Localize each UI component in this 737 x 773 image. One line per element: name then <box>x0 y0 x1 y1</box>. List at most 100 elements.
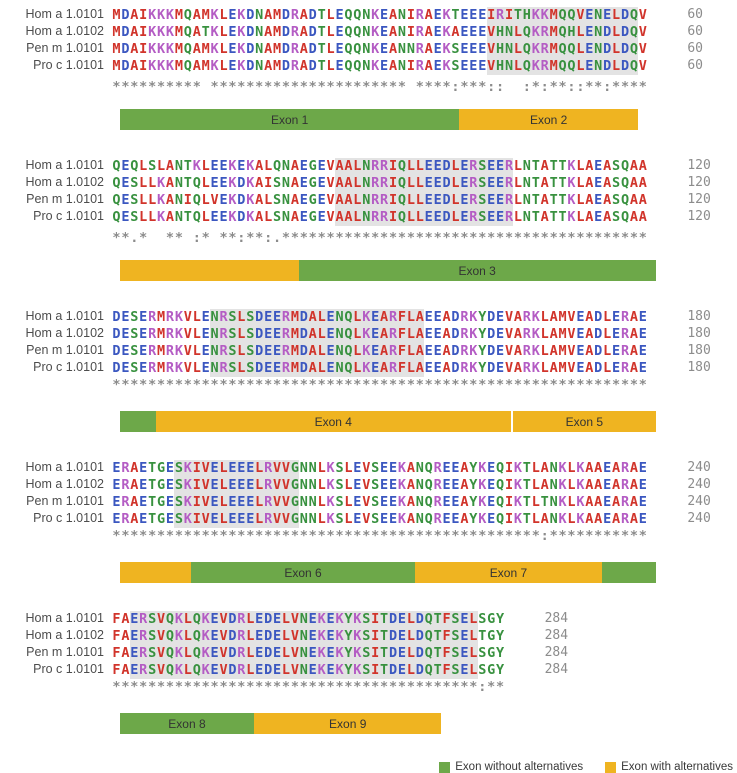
residue: A <box>612 511 621 527</box>
residue: E <box>638 343 647 359</box>
residue: E <box>433 309 442 325</box>
residue: E <box>433 343 442 359</box>
residue: A <box>121 611 130 627</box>
residue: E <box>433 41 442 57</box>
residue: A <box>638 175 647 191</box>
residue: R <box>433 511 442 527</box>
residue: I <box>192 494 202 511</box>
conservation-mark: * <box>487 377 496 393</box>
residue: N <box>415 494 424 510</box>
residue: L <box>317 477 326 493</box>
alignment-block: Hom a 1.0101 QEQLSLANTKLEEKEKALQNAEGEVAAL… <box>0 157 737 281</box>
row-label: Pro c 1.0101 <box>33 360 104 374</box>
residue: K <box>201 662 211 679</box>
residue: L <box>192 309 201 325</box>
sequence-row: Hom a 1.0102 DESERMRKVLENRSLSDEERMDALENQL… <box>0 325 737 343</box>
conservation-mark: * <box>281 679 291 695</box>
residue: Q <box>424 662 434 679</box>
residue: D <box>308 7 317 23</box>
residue: A <box>603 209 612 225</box>
residue: R <box>236 662 246 679</box>
residue: D <box>620 24 630 41</box>
residue: S <box>451 611 460 628</box>
conservation-mark: * <box>299 679 308 695</box>
position-number: 60 <box>687 41 703 56</box>
residue: E <box>210 477 220 494</box>
conservation-mark: * <box>335 528 344 544</box>
conservation-mark: * <box>451 528 460 544</box>
residue: E <box>121 192 130 208</box>
residue: K <box>531 326 540 342</box>
residue: N <box>299 477 308 493</box>
residue: E <box>638 494 647 510</box>
conservation-mark: * <box>612 528 621 544</box>
conservation-mark: * <box>603 528 612 544</box>
residue: E <box>486 175 496 192</box>
conservation-row: ****************************************… <box>0 376 737 393</box>
residue: R <box>121 511 130 527</box>
residue: K <box>201 645 211 662</box>
conservation-mark: * <box>219 230 228 246</box>
sequence-row: Pen m 1.0101 QESLLKANIQLVEKDKALSNAEGEVAAL… <box>0 191 737 209</box>
residue: A <box>585 309 594 325</box>
residue: M <box>201 41 210 57</box>
conservation: ****************************************… <box>112 527 647 544</box>
residue: E <box>237 158 246 174</box>
residue: K <box>335 628 344 645</box>
conservation-mark: * <box>219 528 228 544</box>
residue: E <box>495 158 505 175</box>
conservation-mark: * <box>246 79 255 95</box>
residue: D <box>237 209 246 225</box>
residue: K <box>397 477 407 493</box>
residue: N <box>255 24 264 40</box>
row-label: Pen m 1.0101 <box>26 41 104 55</box>
conservation-mark: * <box>174 679 183 695</box>
residue: I <box>139 41 148 57</box>
residue: D <box>112 309 121 325</box>
residue: D <box>112 343 121 359</box>
residue: R <box>219 360 228 377</box>
residue: Q <box>496 494 505 510</box>
conservation-mark: * <box>344 679 353 695</box>
conservation-mark: * <box>192 679 201 695</box>
residue: Q <box>165 662 175 679</box>
residue: Y <box>478 309 487 325</box>
residue: E <box>584 24 594 41</box>
residue: D <box>487 326 496 342</box>
residue: N <box>299 662 309 679</box>
residue: N <box>299 645 309 662</box>
residue: L <box>468 662 478 679</box>
residue: L <box>219 511 228 528</box>
residue: A <box>629 158 638 174</box>
residue: N <box>593 24 603 41</box>
conservation-mark: * <box>165 377 175 393</box>
residue: K <box>148 41 157 57</box>
conservation-mark: * <box>522 528 531 544</box>
residue: E <box>353 477 362 493</box>
residue: N <box>397 24 407 40</box>
exon-label: Exon 5 <box>565 414 604 429</box>
residue: L <box>317 360 327 377</box>
residue: D <box>594 309 603 325</box>
residue: A <box>388 24 398 40</box>
row-label: Hom a 1.0101 <box>25 309 104 323</box>
residue: E <box>308 662 318 679</box>
residue: R <box>121 460 130 476</box>
residue: R <box>415 7 424 23</box>
sequence: FAERSVQKLQKEVDRLEDELVNEKEKYKSITDELDQTFSE… <box>112 661 505 679</box>
residue: L <box>567 460 576 476</box>
residue: A <box>379 360 389 377</box>
residue: A <box>130 41 139 57</box>
conservation-mark: * <box>308 79 317 95</box>
residue: R <box>460 326 469 342</box>
residue: V <box>272 477 282 494</box>
residue: R <box>290 58 299 74</box>
residue: V <box>290 628 300 645</box>
conservation-mark: * <box>371 79 380 95</box>
residue: L <box>415 175 425 192</box>
residue: N <box>174 209 183 225</box>
residue: V <box>567 326 576 342</box>
conservation-mark: * <box>174 377 183 393</box>
exon-segment <box>120 562 192 583</box>
residue: D <box>594 326 603 342</box>
